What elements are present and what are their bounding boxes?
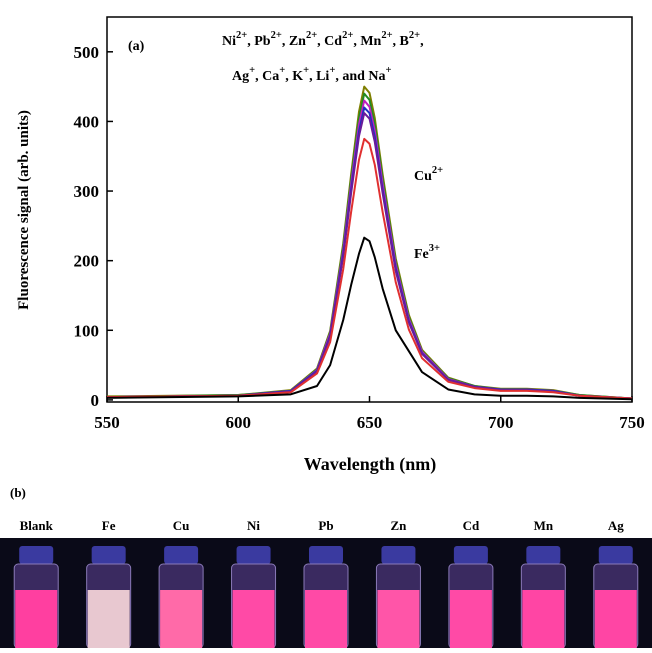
vial-cap	[381, 546, 416, 564]
vial-label: Cu	[173, 518, 190, 533]
x-tick-label: 650	[357, 413, 383, 432]
annotation-text: , Mn	[353, 34, 381, 49]
vial-label: Zn	[390, 518, 407, 533]
vial-label: Pb	[318, 518, 333, 533]
superscript: +	[329, 65, 335, 76]
series-line	[106, 92, 633, 400]
vial-label: Mn	[534, 518, 554, 533]
superscript: +	[303, 65, 309, 76]
vial-label: Ag	[608, 518, 624, 533]
vial-cap	[19, 546, 54, 564]
vial-cap	[164, 546, 199, 564]
annotation: Ag+, Ca+, K+, Li+, and Na+	[232, 65, 392, 84]
vial-liquid	[449, 590, 492, 648]
y-tick-label: 400	[74, 112, 100, 131]
vial-liquid	[160, 590, 203, 648]
series-line	[106, 236, 633, 401]
superscript: +	[386, 65, 392, 76]
vial-label: Cd	[463, 518, 480, 533]
y-tick-label: 200	[74, 252, 100, 271]
superscript: +	[279, 65, 285, 76]
y-axis-label: Fluorescence signal (arb. units)	[16, 110, 32, 310]
series-line	[106, 137, 633, 400]
series-line	[106, 112, 633, 400]
vial-label: Blank	[20, 518, 54, 533]
x-tick-label: 700	[488, 413, 514, 432]
y-tick-label: 500	[74, 43, 100, 62]
vial-cap	[236, 546, 271, 564]
superscript: 2+	[432, 165, 443, 176]
vial-cap	[309, 546, 343, 564]
y-tick-label: 300	[74, 182, 100, 201]
superscript: 2+	[342, 30, 353, 41]
superscript: 2+	[271, 30, 282, 41]
superscript: 3+	[429, 243, 440, 254]
annotation-text: ,	[420, 34, 424, 49]
x-tick-label: 600	[226, 413, 252, 432]
annotation-text: , Li	[309, 69, 329, 84]
annotation: Ni2+, Pb2+, Zn2+, Cd2+, Mn2+, B2+,	[222, 30, 424, 49]
superscript: 2+	[381, 30, 392, 41]
annotation-text: , Zn	[282, 34, 306, 49]
superscript: 2+	[306, 30, 317, 41]
superscript: +	[249, 65, 255, 76]
vial-liquid	[87, 590, 130, 648]
vial-liquid	[232, 590, 275, 648]
series-line	[106, 106, 633, 400]
annotation-text: , K	[285, 69, 303, 84]
vial-liquid	[522, 590, 565, 648]
annotation-text: Fe	[414, 247, 429, 262]
vial-cap	[598, 546, 633, 564]
annotation-text: Cu	[414, 169, 432, 184]
superscript: 2+	[409, 30, 420, 41]
superscript: 2+	[236, 30, 247, 41]
annotation-text: Ag	[232, 69, 249, 84]
vial-label: Fe	[102, 518, 116, 533]
y-tick-label: 100	[74, 321, 100, 340]
panel-label: (b)	[10, 485, 26, 500]
vial-cap	[453, 546, 488, 564]
vial-liquid	[305, 590, 347, 648]
panel-label: (a)	[128, 39, 145, 54]
x-tick-label: 550	[94, 413, 120, 432]
annotation-text: Ni	[222, 34, 236, 49]
vial-liquid	[15, 590, 58, 648]
annotation-text: , Pb	[247, 34, 271, 49]
annotation: Fe3+	[414, 243, 440, 262]
vial-liquid	[594, 590, 637, 648]
y-tick-label: 0	[91, 391, 100, 410]
annotation-text: , B	[393, 34, 409, 49]
x-tick-label: 750	[619, 413, 645, 432]
annotation: Cu2+	[414, 165, 443, 184]
vial-cap	[91, 546, 126, 564]
vial-liquid	[377, 590, 420, 648]
annotation-text: , Cd	[317, 34, 342, 49]
vial-cap	[526, 546, 561, 564]
x-axis-label: Wavelength (nm)	[304, 454, 437, 475]
annotation-text: , Ca	[255, 69, 279, 84]
annotation-text: , and Na	[335, 69, 385, 84]
vial-label: Ni	[247, 518, 260, 533]
